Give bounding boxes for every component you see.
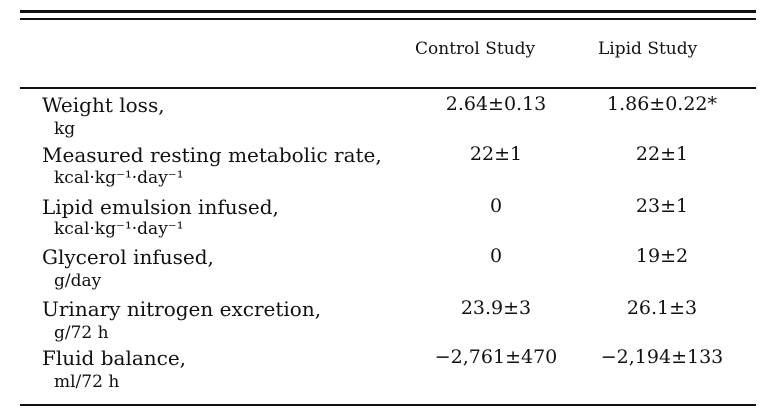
row-unit: kcal·kg⁻¹·day⁻¹ (54, 219, 184, 239)
lipid-value: 1.86±0.22* (606, 93, 718, 115)
row-label: Fluid balance, (42, 346, 187, 370)
control-value: 23.9±3 (460, 297, 532, 319)
column-header-control: Control Study (415, 39, 536, 59)
row-label: Weight loss, (42, 93, 165, 117)
column-header-lipid: Lipid Study (598, 39, 698, 59)
control-value: 2.64±0.13 (445, 93, 547, 115)
row-unit: ml/72 h (54, 372, 120, 392)
lipid-value: 19±2 (635, 245, 689, 267)
control-value: −2,761±470 (434, 346, 558, 368)
top-rule (20, 10, 756, 13)
row-label: Measured resting metabolic rate, (42, 143, 382, 167)
row-unit: kg (54, 119, 76, 139)
lipid-value: 22±1 (635, 143, 689, 165)
row-unit: g/72 h (54, 323, 109, 343)
lipid-value: −2,194±133 (600, 346, 724, 368)
row-unit: g/day (54, 271, 102, 291)
row-label: Urinary nitrogen excretion, (42, 297, 322, 321)
top-rule-thin (20, 18, 756, 20)
control-value: 0 (489, 195, 503, 217)
bottom-rule (20, 404, 756, 406)
header-rule (20, 87, 756, 89)
control-value: 22±1 (469, 143, 523, 165)
lipid-value: 23±1 (635, 195, 689, 217)
lipid-value: 26.1±3 (626, 297, 698, 319)
row-unit: kcal·kg⁻¹·day⁻¹ (54, 168, 184, 188)
row-label: Glycerol infused, (42, 245, 214, 269)
control-value: 0 (489, 245, 503, 267)
row-label: Lipid emulsion infused, (42, 195, 279, 219)
